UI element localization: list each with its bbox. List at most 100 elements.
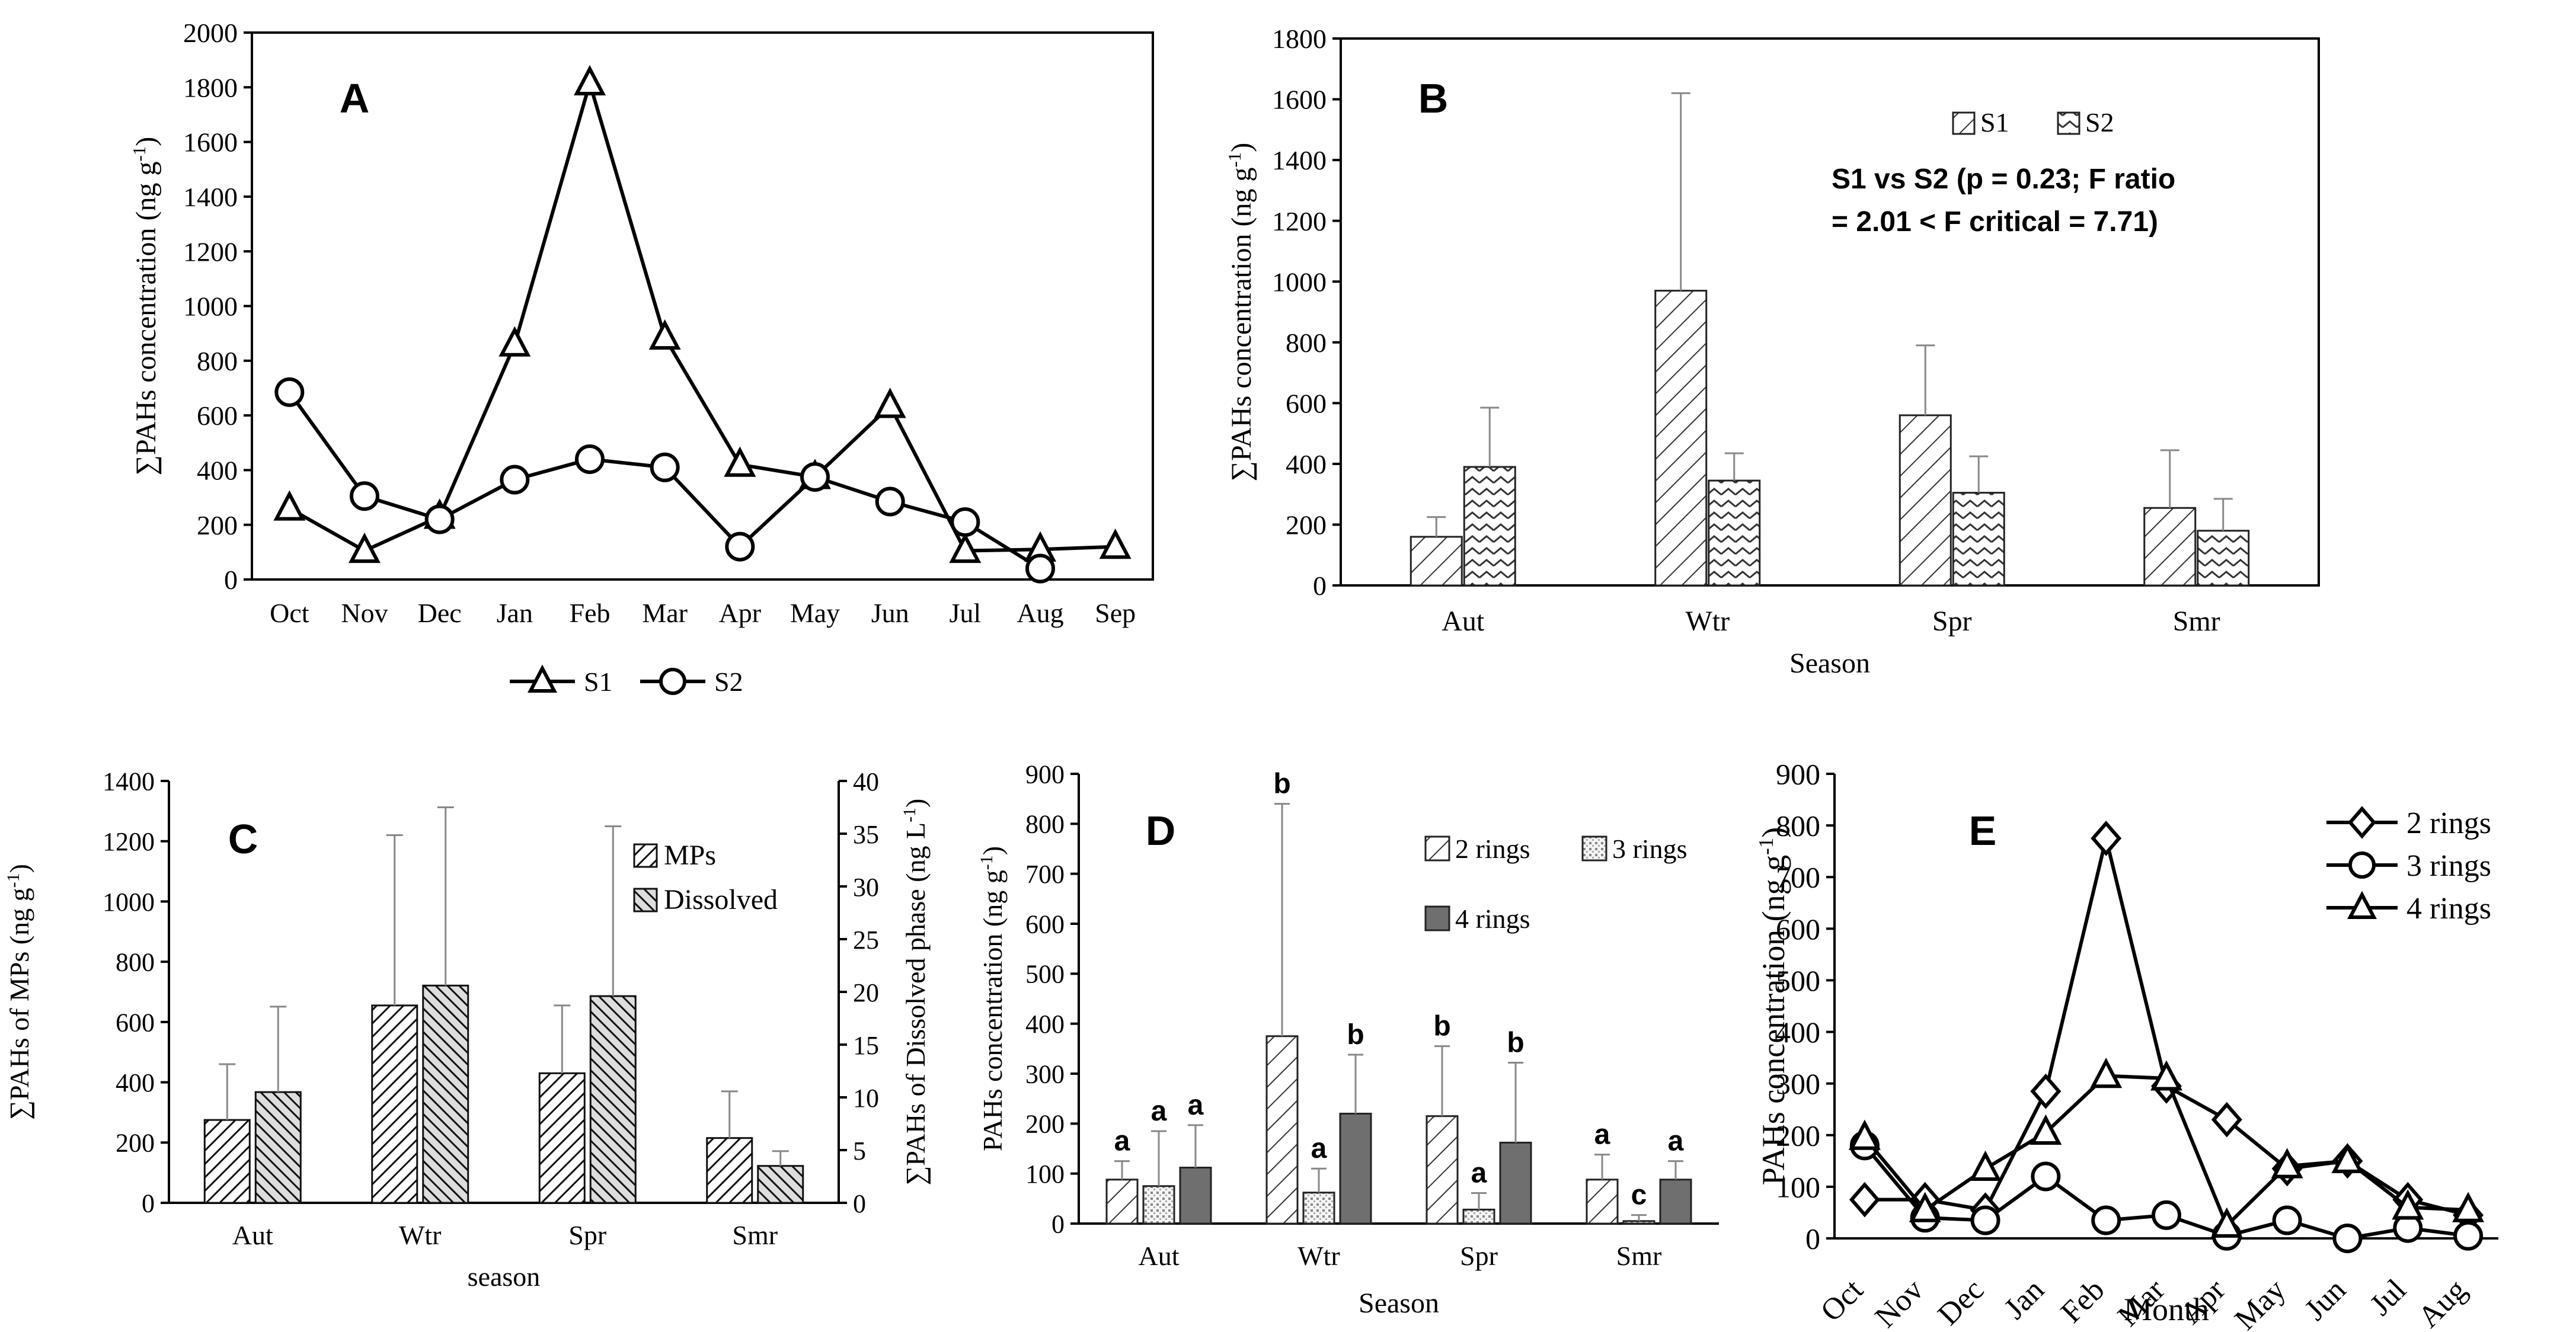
x-axis-title: Season [1359,1288,1439,1319]
data-point [2332,1224,2363,1253]
x-axis-title: Month [2124,1292,2209,1327]
x-tick-label: Sep [1095,598,1136,628]
error-bar [386,834,403,1006]
y-tick-label: 200 [1776,1119,1820,1152]
data-point [2331,1142,2364,1173]
y-tick-label: 1400 [183,182,238,212]
data-point [949,532,982,563]
data-point [950,507,980,537]
legend-label: 2 rings [2406,806,2491,840]
data-point [424,504,455,534]
x-axis-title: season [468,1261,541,1292]
significance-letter: a [1188,1090,1204,1121]
error-bar [772,1150,789,1166]
y-axis-title: ∑PAHs of MPs (ng g-1) [4,864,35,1120]
panel-label: A [340,75,370,121]
legend-label: 4 rings [1455,904,1530,934]
error-bar [1724,452,1744,481]
annotation-line-1: S1 vs S2 (p = 0.23; F ratio [1832,164,2175,195]
legend-label: S2 [2085,107,2114,137]
x-tick-label: Feb [570,598,611,628]
error-bar [1434,1045,1450,1116]
panel-label: E [1969,808,1997,854]
legend: MPs Dissolved [633,840,778,915]
error-bar [1671,92,1690,291]
error-bar [1311,1167,1327,1193]
x-tick-label: Aut [1442,606,1485,637]
legend-marker [2348,806,2376,839]
x-tick-label: Apr [719,598,762,628]
x-tick-label: Smr [732,1220,778,1250]
y-axis-title: PAHs concentration (ng g-1) [1754,827,1792,1186]
legend-label: S1 [584,667,613,697]
plot-frame [1340,37,2320,587]
y2-tick-label: 0 [853,1189,866,1218]
error-bar [554,1004,571,1074]
error-bar [1188,1124,1203,1168]
y-tick-label: 100 [1776,1170,1820,1203]
bar-3-rings [1142,1185,1175,1225]
data-point [1099,528,1132,559]
error-bar [1668,1160,1683,1180]
x-tick-label: Aug [2412,1273,2473,1332]
error-bar [1916,344,1935,415]
significance-letter: b [1507,1027,1524,1058]
plot-frame [251,31,1154,581]
y-tick-label: 600 [116,1008,155,1037]
bar-2-rings [1105,1179,1139,1225]
y-tick-label: 800 [197,346,238,376]
y2-tick-label: 20 [853,978,879,1007]
y2-tick-label: 30 [853,873,879,902]
data-point [2452,1192,2485,1222]
legend: S1 S2 [510,664,743,697]
y-tick-label: 0 [1805,1222,1820,1256]
error-bar [219,1063,236,1120]
data-point [574,65,606,95]
legend-marker [2347,891,2377,919]
x-tick-label: May [2228,1273,2292,1332]
legend-marker [528,664,557,693]
x-tick-label: Oct [1814,1273,1870,1328]
series-2-rings [1849,821,2484,1233]
y-tick-label: 100 [1025,1160,1065,1189]
data-point [725,531,755,562]
x-tick-label: Jan [497,598,533,628]
y-tick-label: 0 [142,1189,155,1218]
data-point [650,452,680,482]
y-tick-label: 800 [1286,328,1327,358]
bar-2-rings [1265,1035,1299,1225]
chart-b: 0 200 400 600 800 1000 1200 1400 1600 1800 Aut Wtr S… [1224,24,2320,679]
y-tick-label: 200 [197,510,238,540]
bar-dissolved [757,1165,804,1204]
annotation-line-2: = 2.01 < F critical = 7.71) [1832,206,2158,238]
y-tick-label: 800 [1776,809,1820,843]
legend-swatch [1581,835,1607,862]
y-tick-label: 300 [1025,1059,1065,1088]
legend-swatch [2057,111,2080,135]
bar-s2 [2197,530,2250,587]
error-bar [1594,1154,1610,1180]
y-tick-label: 600 [1286,388,1327,418]
bar-s2 [1463,466,1516,587]
y-tick-label: 600 [197,401,238,431]
y2-tick-label: 5 [853,1136,866,1166]
y-tick-label: 700 [1776,861,1820,894]
error-bar [1114,1160,1130,1180]
data-point [1909,1192,1941,1222]
bar-s1 [1899,414,1952,587]
data-point [2091,1205,2121,1235]
error-bar [1348,1054,1363,1114]
x-tick-label: Jun [871,598,909,628]
y-tick-label: 1600 [1272,85,1327,115]
legend-label: 4 rings [2406,892,2491,926]
data-point [1970,1205,2000,1235]
x-tick-label: Jan [1998,1273,2051,1325]
y-tick-label: 800 [116,948,155,977]
error-bar [1151,1130,1166,1186]
error-bar [1631,1214,1647,1221]
x-tick-label: Spr [568,1220,606,1250]
x-tick-label: Nov [1869,1273,1931,1332]
x-tick-label: Dec [1932,1273,1991,1332]
y-tick-label: 500 [1776,964,1820,997]
